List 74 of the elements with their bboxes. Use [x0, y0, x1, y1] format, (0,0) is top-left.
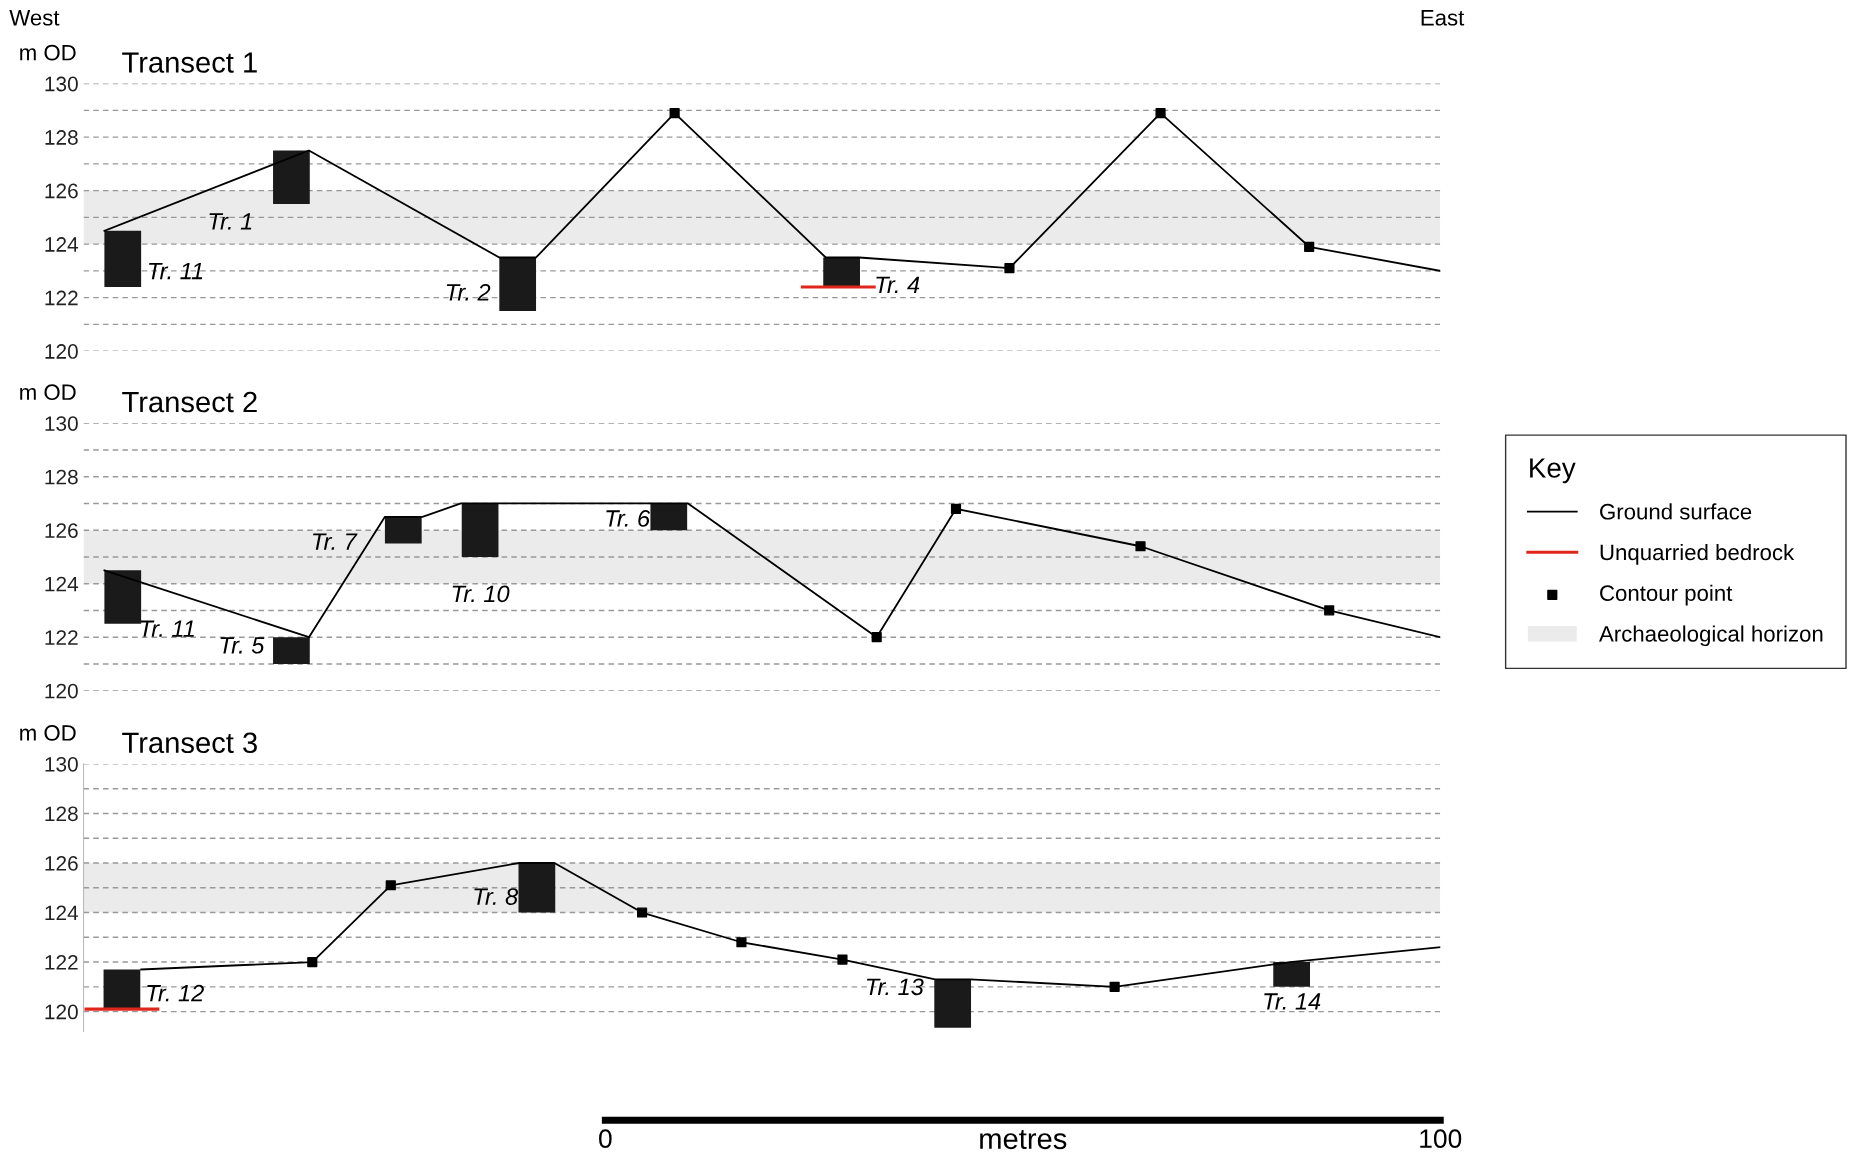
point — [1135, 541, 1146, 552]
legend-label: Ground surface — [1600, 503, 1752, 520]
chart-title: Transect 3 — [122, 732, 257, 754]
point — [1004, 263, 1015, 274]
point — [950, 503, 962, 514]
y-tick-label: 124 — [45, 576, 79, 592]
legend-label: Archaeological horizon — [1599, 625, 1823, 647]
annotation: Tr. 7 — [313, 533, 358, 550]
point — [307, 956, 318, 968]
bar — [273, 150, 310, 204]
point — [636, 907, 648, 918]
annotation: Tr. 11 — [140, 620, 194, 637]
y-tick-label: 120 — [45, 344, 78, 359]
bar — [650, 503, 688, 531]
y-axis-title: m OD — [20, 44, 76, 61]
x-tick-label: 100 — [1420, 1129, 1462, 1149]
y-axis-title: m OD — [20, 725, 76, 741]
bar — [934, 979, 972, 1028]
point — [837, 954, 848, 965]
bar — [384, 516, 422, 544]
y-axis-title: m OD — [20, 384, 76, 401]
y-tick-label: 126 — [45, 523, 78, 538]
annotation: Tr. 2 — [446, 283, 491, 301]
point — [871, 632, 882, 643]
y-tick-label: 130 — [45, 416, 78, 431]
point — [736, 937, 747, 948]
annotation: Tr. 5 — [220, 637, 265, 654]
y-tick-label: 126 — [45, 183, 78, 199]
point — [1155, 107, 1166, 119]
y-tick-label: 120 — [45, 1004, 78, 1020]
legend-title: Key — [1530, 458, 1576, 484]
annotation: Tr. 11 — [149, 262, 203, 280]
y-tick-label: 126 — [45, 855, 78, 871]
y-tick-label: 122 — [45, 290, 78, 306]
annotation: Tr. 12 — [147, 984, 204, 1002]
annotation: Tr. 8 — [474, 888, 519, 905]
y-tick-label: 124 — [45, 237, 79, 252]
annotation: Tr. 6 — [606, 510, 651, 527]
text: West — [9, 10, 60, 26]
point — [1324, 605, 1335, 616]
y-tick-label: 120 — [45, 683, 78, 699]
y-tick-label: 122 — [45, 630, 78, 645]
y-tick-label: 128 — [45, 130, 78, 145]
x-axis-title: metres — [980, 1129, 1067, 1150]
y-tick-label: 130 — [45, 76, 78, 92]
point — [1304, 241, 1315, 252]
point — [669, 107, 680, 119]
legend-label: Unquarried bedrock — [1600, 543, 1795, 565]
y-tick-label: 124 — [45, 905, 79, 921]
annotation: Tr. 1 — [209, 213, 252, 230]
bar — [103, 969, 141, 1010]
annotation: Tr. 13 — [866, 978, 924, 996]
chart-title: Transect 2 — [122, 391, 257, 413]
y-tick-label: 128 — [45, 806, 78, 822]
x-tick-label: 0 — [599, 1129, 612, 1149]
text: East — [1421, 10, 1465, 26]
bar — [499, 257, 537, 311]
bar — [104, 230, 142, 287]
bar — [518, 862, 556, 913]
y-tick-label: 130 — [45, 756, 78, 772]
legend-label: Contour point — [1600, 584, 1733, 606]
annotation: Tr. 4 — [876, 276, 920, 294]
bar — [273, 637, 310, 664]
y-tick-label: 122 — [45, 955, 78, 970]
point — [1109, 981, 1120, 992]
annotation: Tr. 10 — [452, 585, 510, 603]
chart-title: Transect 1 — [122, 52, 257, 73]
point — [385, 880, 396, 891]
y-tick-label: 128 — [45, 469, 78, 485]
bar — [461, 503, 499, 557]
bar — [104, 570, 142, 624]
bar — [1273, 962, 1311, 987]
bar — [823, 257, 860, 287]
annotation: Tr. 14 — [1264, 993, 1321, 1010]
